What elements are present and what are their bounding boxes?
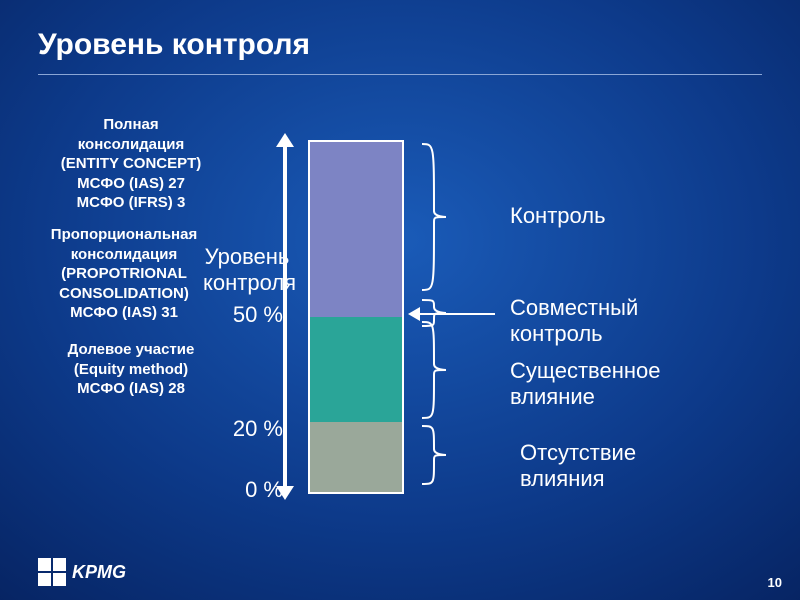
brace-0: [420, 142, 448, 292]
axis-label-2: контроля: [203, 270, 291, 296]
level-axis-line: [283, 140, 287, 490]
scale-20: 20 %: [233, 416, 283, 442]
kpmg-logo: KPMG: [38, 558, 126, 586]
right-label-0: Контроль: [510, 203, 606, 229]
column-seg-1: [310, 317, 402, 422]
slide-title: Уровень контроля: [38, 28, 310, 62]
scale-0: 0 %: [245, 477, 283, 503]
kpmg-logo-text: KPMG: [72, 562, 126, 583]
right-label-3: Отсутствиевлияния: [520, 440, 636, 492]
method-1: Пропорциональнаяконсолидация(PROPOTRIONA…: [34, 225, 214, 323]
brace-3: [420, 424, 448, 486]
control-level-column: [308, 140, 404, 494]
right-label-1: Совместныйконтроль: [510, 295, 638, 347]
scale-50: 50 %: [233, 302, 283, 328]
title-separator: [38, 74, 762, 75]
method-0: Полнаяконсолидация(ENTITY CONCEPT)МСФО (…: [46, 115, 216, 213]
column-seg-0: [310, 142, 402, 317]
brace-2: [420, 320, 448, 420]
method-2: Долевое участие(Equity method)МСФО (IAS)…: [46, 340, 216, 399]
page-number: 10: [768, 575, 782, 590]
column-seg-2: [310, 422, 402, 492]
kpmg-logo-icon: [38, 558, 66, 586]
axis-label-1: Уровень: [203, 244, 291, 270]
right-label-2: Существенноевлияние: [510, 358, 661, 410]
level-axis-arrow-up: [276, 133, 294, 147]
mid-arrow-head: [408, 307, 420, 321]
